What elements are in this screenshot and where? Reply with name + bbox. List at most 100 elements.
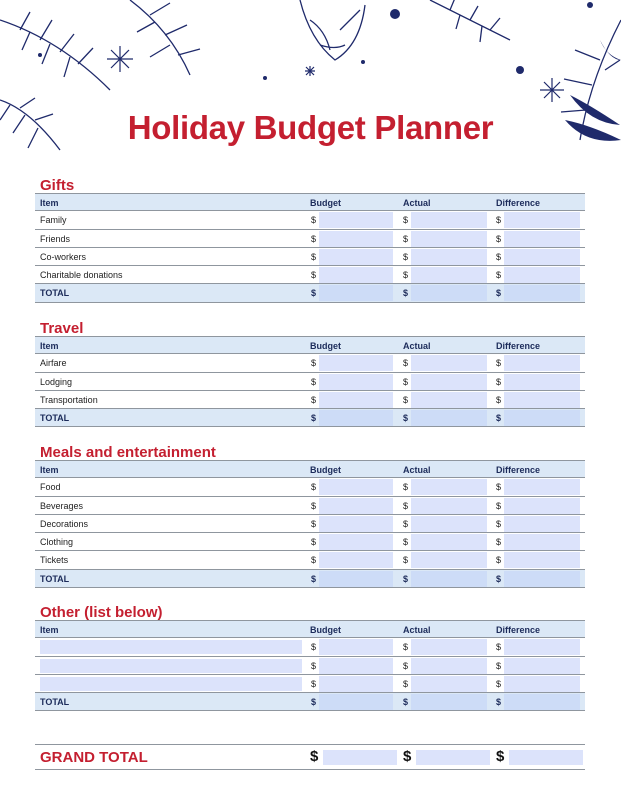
currency-symbol: $ xyxy=(496,413,502,424)
snowflake-icon xyxy=(107,46,564,102)
table-row: Tickets $ $ $ xyxy=(35,551,585,570)
row-budget-input[interactable] xyxy=(319,212,393,229)
row-actual-input[interactable] xyxy=(411,515,487,532)
total-actual-input[interactable] xyxy=(411,694,487,711)
total-difference-input[interactable] xyxy=(504,570,580,587)
total-label: TOTAL xyxy=(40,288,70,299)
currency-symbol: $ xyxy=(311,288,317,299)
row-actual-input[interactable] xyxy=(411,675,487,692)
table-row: Transportation $ $ $ xyxy=(35,391,585,410)
currency-symbol: $ xyxy=(403,413,409,424)
column-header-difference: Difference xyxy=(496,625,541,635)
row-difference-input[interactable] xyxy=(504,373,580,390)
currency-symbol: $ xyxy=(311,573,317,584)
item-name-input[interactable] xyxy=(40,658,302,673)
currency-symbol: $ xyxy=(496,573,502,584)
row-budget-input[interactable] xyxy=(319,355,393,372)
row-budget-input[interactable] xyxy=(319,230,393,247)
row-actual-input[interactable] xyxy=(411,552,487,569)
currency-symbol: $ xyxy=(311,376,317,387)
row-actual-input[interactable] xyxy=(411,534,487,551)
row-difference-input[interactable] xyxy=(504,355,580,372)
row-difference-input[interactable] xyxy=(504,212,580,229)
grand-total-budget-input[interactable] xyxy=(323,750,397,765)
column-header-actual: Actual xyxy=(403,341,431,351)
row-difference-input[interactable] xyxy=(504,639,580,656)
row-difference-input[interactable] xyxy=(504,675,580,692)
row-actual-input[interactable] xyxy=(411,479,487,496)
currency-symbol: $ xyxy=(496,678,502,689)
currency-symbol: $ xyxy=(403,251,409,262)
item-name-input[interactable] xyxy=(40,676,302,691)
row-budget-input[interactable] xyxy=(319,497,393,514)
row-actual-input[interactable] xyxy=(411,267,487,284)
row-difference-input[interactable] xyxy=(504,248,580,265)
currency-symbol: $ xyxy=(403,678,409,689)
row-actual-input[interactable] xyxy=(411,373,487,390)
column-header-actual: Actual xyxy=(403,625,431,635)
total-budget-input[interactable] xyxy=(319,410,393,427)
section-title: Gifts xyxy=(40,177,75,194)
currency-symbol: $ xyxy=(403,288,409,299)
table-row: Co-workers $ $ $ xyxy=(35,248,585,267)
total-difference-input[interactable] xyxy=(504,694,580,711)
total-actual-input[interactable] xyxy=(411,570,487,587)
currency-symbol: $ xyxy=(496,518,502,529)
row-actual-input[interactable] xyxy=(411,248,487,265)
currency-symbol: $ xyxy=(311,482,317,493)
total-label: TOTAL xyxy=(40,573,70,584)
row-difference-input[interactable] xyxy=(504,534,580,551)
total-label: TOTAL xyxy=(40,697,70,708)
total-difference-input[interactable] xyxy=(504,285,580,302)
currency-symbol: $ xyxy=(310,748,319,765)
row-actual-input[interactable] xyxy=(411,657,487,674)
column-header-budget: Budget xyxy=(310,625,341,635)
row-budget-input[interactable] xyxy=(319,639,393,656)
total-budget-input[interactable] xyxy=(319,285,393,302)
row-budget-input[interactable] xyxy=(319,657,393,674)
row-actual-input[interactable] xyxy=(411,497,487,514)
row-budget-input[interactable] xyxy=(319,534,393,551)
row-budget-input[interactable] xyxy=(319,479,393,496)
column-header-item: Item xyxy=(40,465,59,475)
currency-symbol: $ xyxy=(311,413,317,424)
currency-symbol: $ xyxy=(311,233,317,244)
row-difference-input[interactable] xyxy=(504,479,580,496)
row-budget-input[interactable] xyxy=(319,391,393,408)
total-actual-input[interactable] xyxy=(411,285,487,302)
item-name-input[interactable] xyxy=(40,640,302,655)
currency-symbol: $ xyxy=(403,376,409,387)
row-actual-input[interactable] xyxy=(411,212,487,229)
row-actual-input[interactable] xyxy=(411,355,487,372)
row-difference-input[interactable] xyxy=(504,552,580,569)
row-actual-input[interactable] xyxy=(411,639,487,656)
total-difference-input[interactable] xyxy=(504,410,580,427)
row-difference-input[interactable] xyxy=(504,267,580,284)
row-budget-input[interactable] xyxy=(319,248,393,265)
total-budget-input[interactable] xyxy=(319,570,393,587)
total-actual-input[interactable] xyxy=(411,410,487,427)
currency-symbol: $ xyxy=(403,215,409,226)
row-budget-input[interactable] xyxy=(319,552,393,569)
row-budget-input[interactable] xyxy=(319,267,393,284)
row-difference-input[interactable] xyxy=(504,515,580,532)
row-difference-input[interactable] xyxy=(504,391,580,408)
row-difference-input[interactable] xyxy=(504,230,580,247)
column-header-budget: Budget xyxy=(310,198,341,208)
currency-symbol: $ xyxy=(311,500,317,511)
row-budget-input[interactable] xyxy=(319,373,393,390)
currency-symbol: $ xyxy=(403,555,409,566)
row-difference-input[interactable] xyxy=(504,497,580,514)
currency-symbol: $ xyxy=(403,748,412,765)
currency-symbol: $ xyxy=(403,233,409,244)
item-label: Beverages xyxy=(40,500,84,511)
row-difference-input[interactable] xyxy=(504,657,580,674)
grand-total-actual-input[interactable] xyxy=(416,750,490,765)
row-budget-input[interactable] xyxy=(319,515,393,532)
row-actual-input[interactable] xyxy=(411,230,487,247)
row-budget-input[interactable] xyxy=(319,675,393,692)
total-budget-input[interactable] xyxy=(319,694,393,711)
row-actual-input[interactable] xyxy=(411,391,487,408)
grand-total-difference-input[interactable] xyxy=(509,750,583,765)
